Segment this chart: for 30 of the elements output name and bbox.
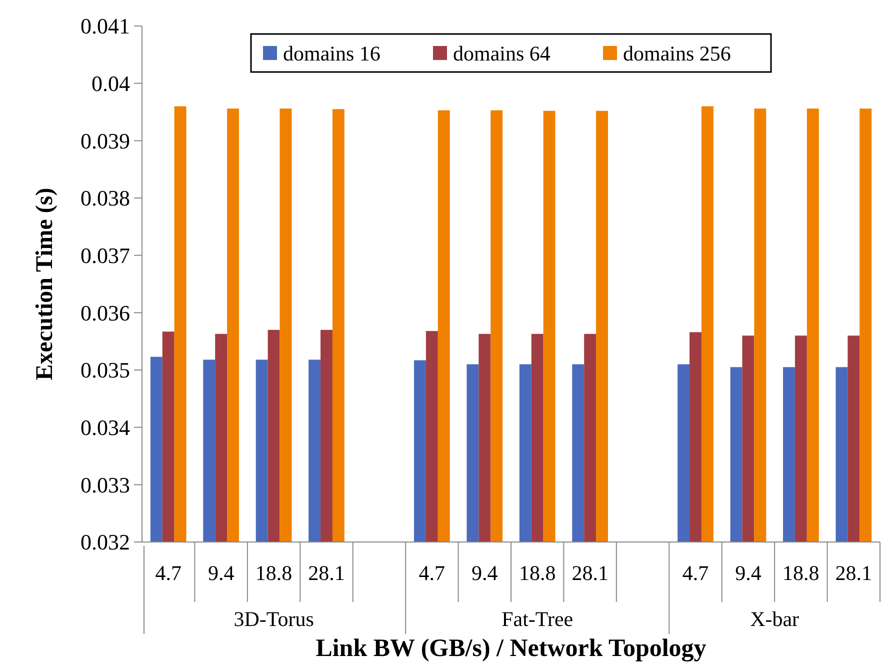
x-tick-label: 18.8 xyxy=(518,561,556,585)
y-tick-label: 0.033 xyxy=(80,472,130,498)
y-tick-label: 0.034 xyxy=(80,415,130,440)
y-tick-label: 0.038 xyxy=(80,186,130,211)
legend-label: domains 64 xyxy=(453,41,551,66)
x-tick-label: 9.4 xyxy=(735,561,762,585)
x-tick-label: 28.1 xyxy=(308,561,345,585)
x-tick-label: 9.4 xyxy=(472,561,498,585)
y-axis-title: Execution Time (s) xyxy=(32,188,58,380)
y-tick-label: 0.032 xyxy=(80,530,130,555)
x-tick-label: 4.7 xyxy=(155,561,182,585)
y-tick-label: 0.036 xyxy=(80,300,130,326)
x-tick-label: 9.4 xyxy=(208,561,235,585)
x-axis-title: Link BW (GB/s) / Network Topology xyxy=(316,635,707,662)
y-tick-label: 0.04 xyxy=(92,71,130,96)
x-tick-label: 28.1 xyxy=(572,561,608,585)
y-tick-label: 0.041 xyxy=(80,14,130,39)
text: X-bar xyxy=(750,607,800,631)
x-tick-label: 28.1 xyxy=(835,561,872,585)
x-tick-label: 4.7 xyxy=(682,561,709,585)
y-tick-label: 0.037 xyxy=(80,243,130,268)
x-tick-label: 18.8 xyxy=(255,561,292,585)
x-tick-label: 18.8 xyxy=(782,561,820,585)
text: Fat-Tree xyxy=(502,607,574,631)
x-tick-label: 4.7 xyxy=(418,561,446,585)
y-tick-label: 0.039 xyxy=(80,128,130,154)
text: 3D-Torus xyxy=(234,607,314,631)
y-tick-label: 0.035 xyxy=(80,358,130,383)
legend-label: domains 16 xyxy=(283,41,380,66)
legend-label: domains 256 xyxy=(623,41,731,66)
